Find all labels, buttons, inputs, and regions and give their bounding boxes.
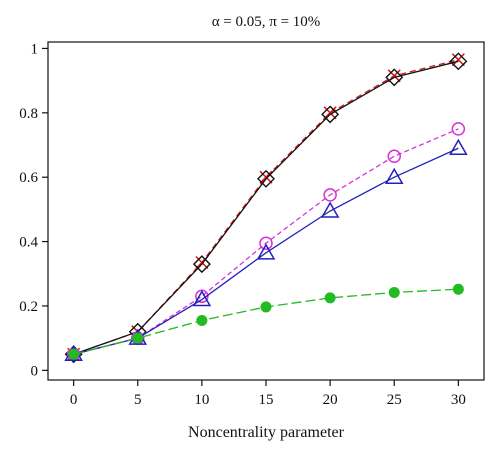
- data-point-dot-marker: [68, 348, 80, 360]
- data-point-triangle-marker: [320, 201, 340, 218]
- series-5: [68, 283, 464, 360]
- data-point-x-marker: [451, 53, 465, 67]
- x-tick-label: 10: [194, 392, 209, 408]
- data-point-circle-marker: [323, 188, 337, 202]
- data-point-triangle-marker: [449, 138, 468, 155]
- x-tick-label: 5: [134, 392, 142, 408]
- x-tick-label: 25: [387, 392, 402, 408]
- data-point-dot-marker: [388, 286, 400, 298]
- chart-title: α = 0.05, π = 10%: [212, 14, 321, 30]
- series-line: [73, 128, 459, 355]
- plot-area-frame: [47, 41, 485, 381]
- data-point-triangle-marker: [192, 290, 212, 307]
- data-point-triangle-marker: [384, 167, 404, 184]
- axis-ticks: 0 5 10 15 20 25 30 0 0.2 0.4 0.6 0.8 1: [19, 41, 466, 408]
- y-tick-label: 0.4: [19, 235, 38, 251]
- data-point-circle-marker: [451, 122, 466, 136]
- series-3: [66, 122, 466, 361]
- y-tick-label: 1: [31, 41, 39, 57]
- data-point-dot-marker: [196, 314, 208, 326]
- data-point-diamond-marker: [321, 105, 340, 124]
- y-tick-label: 0.8: [19, 106, 38, 122]
- data-point-dot-marker: [260, 301, 272, 313]
- data-point-triangle-marker: [256, 243, 276, 260]
- data-point-diamond-marker: [192, 255, 211, 274]
- series-4: [64, 138, 468, 361]
- x-tick-label: 30: [451, 392, 466, 408]
- data-point-x-marker: [323, 106, 337, 120]
- x-tick-label: 15: [259, 392, 274, 408]
- x-tick-label: 20: [323, 392, 338, 408]
- series-2: [64, 52, 468, 364]
- y-tick-label: 0.2: [19, 299, 38, 315]
- data-point-circle-marker: [387, 149, 401, 164]
- data-point-dot-marker: [452, 283, 464, 295]
- data-point-diamond-marker: [449, 52, 468, 71]
- series-layer: [64, 52, 468, 364]
- data-point-x-marker: [259, 170, 273, 184]
- data-point-diamond-marker: [257, 169, 275, 188]
- y-tick-label: 0.6: [19, 170, 38, 186]
- series-1: [67, 53, 465, 361]
- data-point-dot-marker: [324, 292, 336, 304]
- y-tick-label: 0: [31, 363, 39, 379]
- data-point-diamond-marker: [385, 68, 404, 87]
- x-tick-label: 0: [70, 392, 78, 408]
- data-point-dot-marker: [132, 332, 144, 344]
- x-axis-title: Noncentrality parameter: [188, 424, 345, 441]
- data-point-circle-marker: [259, 236, 273, 250]
